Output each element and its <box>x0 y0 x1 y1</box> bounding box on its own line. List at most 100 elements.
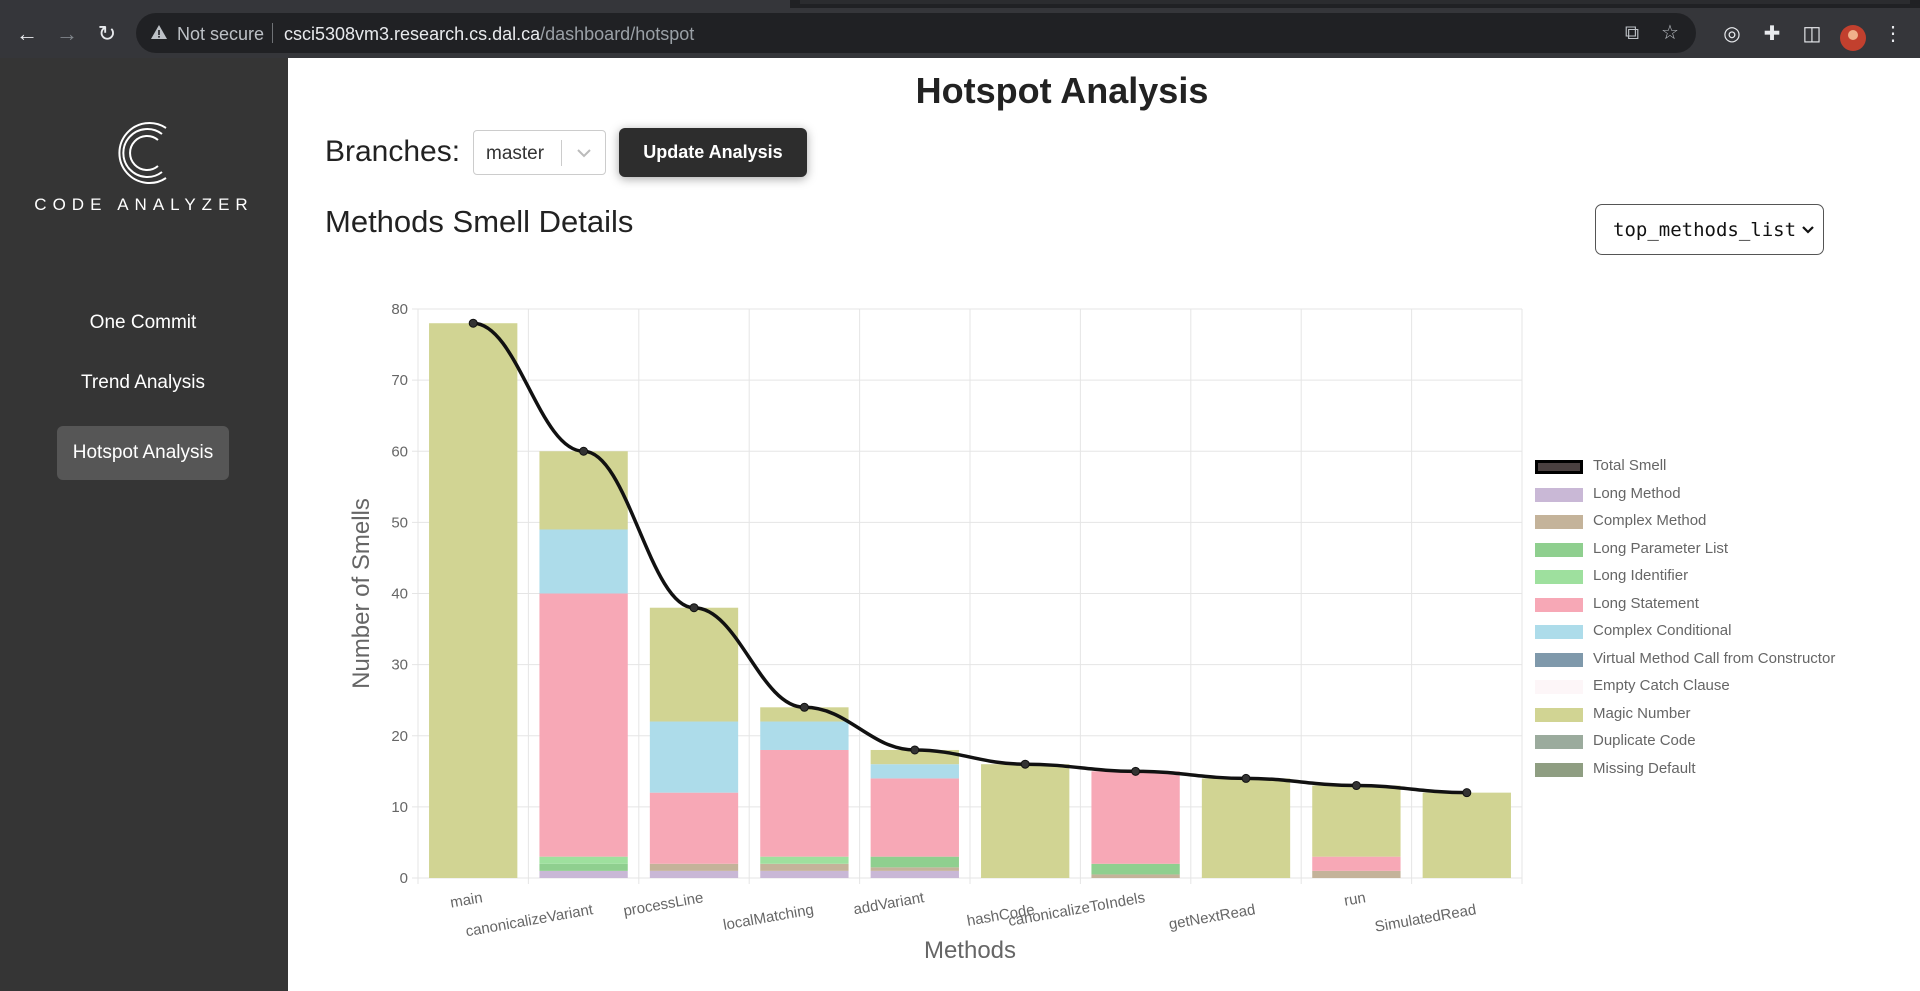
branch-select-value: master <box>486 143 545 164</box>
legend-item[interactable]: Long Statement <box>1535 593 1865 615</box>
methods-list-select[interactable]: top_methods_list <box>1595 204 1824 255</box>
bar-segment <box>760 749 849 857</box>
bar-segment <box>1422 792 1511 878</box>
legend-item[interactable]: Long Parameter List <box>1535 538 1865 560</box>
legend-item[interactable]: Empty Catch Clause <box>1535 675 1865 697</box>
bar-segment <box>429 323 518 879</box>
y-tick-label: 70 <box>391 372 408 389</box>
legend-item[interactable]: Long Method <box>1535 483 1865 505</box>
total-smell-point <box>799 702 809 712</box>
legend-swatch <box>1535 570 1583 584</box>
bar-segment <box>870 870 959 878</box>
profile-avatar[interactable] <box>1840 25 1866 51</box>
bar-segment <box>760 856 849 864</box>
address-bar[interactable]: Not secure csci5308vm3.research.cs.dal.c… <box>136 13 1696 53</box>
bar-segment <box>1312 785 1401 857</box>
bar-segment <box>649 792 739 864</box>
legend-item[interactable]: Complex Conditional <box>1535 620 1865 642</box>
sidebar-item-hotspot-analysis[interactable]: Hotspot Analysis <box>57 426 229 480</box>
side-panel-icon[interactable]: ◫ <box>1802 23 1822 45</box>
url-host: csci5308vm3.research.cs.dal.ca <box>284 24 541 44</box>
y-tick-label: 40 <box>391 586 408 603</box>
bar-segment <box>1312 870 1401 878</box>
bookmark-star-icon[interactable]: ☆ <box>1661 22 1679 44</box>
legend-item[interactable]: Complex Method <box>1535 510 1865 532</box>
total-smell-point <box>689 603 699 613</box>
legend-item[interactable]: Duplicate Code <box>1535 730 1865 752</box>
bar-segment <box>760 863 849 871</box>
branches-label: Branches: <box>325 135 461 168</box>
extension-circle-icon[interactable]: ◎ <box>1723 23 1741 45</box>
bar-segment <box>649 863 739 871</box>
more-menu-icon[interactable]: ⋮ <box>1883 23 1903 45</box>
select-divider <box>561 140 562 166</box>
legend-swatch <box>1535 460 1583 474</box>
legend-label: Virtual Method Call from Constructor <box>1593 649 1836 667</box>
x-tick-label: addVariant <box>852 889 926 918</box>
legend-swatch <box>1535 652 1583 667</box>
bar-segment <box>870 856 959 868</box>
legend-item[interactable]: Total Smell <box>1535 455 1865 477</box>
browser-tab-strip <box>0 0 1920 8</box>
page-title: Hotspot Analysis <box>915 70 1209 111</box>
bar-segment <box>981 764 1070 878</box>
bar-segment <box>539 870 628 878</box>
x-axis-title: Methods <box>924 937 1016 964</box>
share-icon[interactable]: ⧉ <box>1624 22 1640 44</box>
active-tab[interactable] <box>0 0 790 8</box>
bar-segment <box>649 870 739 878</box>
bar-segment <box>539 529 628 594</box>
legend-item[interactable]: Virtual Method Call from Constructor <box>1535 648 1865 670</box>
legend-label: Total Smell <box>1593 457 1667 474</box>
sidebar-item-trend-analysis[interactable]: Trend Analysis <box>81 372 205 393</box>
legend-swatch <box>1535 515 1583 529</box>
bar-segment <box>1091 771 1180 864</box>
inactive-tab[interactable] <box>800 0 1910 4</box>
legend-swatch <box>1535 542 1583 557</box>
bar-segment <box>760 870 849 878</box>
x-tick-label: getNextRead <box>1168 901 1257 933</box>
legend-item[interactable]: Missing Default <box>1535 758 1865 780</box>
forward-arrow-icon[interactable]: → <box>56 21 78 46</box>
code-analyzer-logo-icon <box>118 122 167 184</box>
back-arrow-icon[interactable]: ← <box>16 21 38 46</box>
total-smell-point <box>579 446 589 456</box>
url-text[interactable]: csci5308vm3.research.cs.dal.ca/dashboard… <box>284 24 694 45</box>
browser-toolbar: ← → ↻ Not secure csci5308vm3.research.cs… <box>0 8 1920 58</box>
legend-label: Long Parameter List <box>1593 539 1729 557</box>
url-path: /dashboard/hotspot <box>540 24 695 44</box>
bar-segment <box>870 764 959 779</box>
sidebar-item-one-commit[interactable]: One Commit <box>89 312 197 333</box>
legend-label: Missing Default <box>1593 759 1696 777</box>
update-analysis-button[interactable]: Update Analysis <box>619 128 807 177</box>
y-tick-label: 10 <box>391 799 408 816</box>
puzzle-extensions-icon[interactable]: ✚ <box>1763 23 1781 45</box>
bar-segment <box>1091 874 1180 878</box>
branch-select[interactable]: master <box>473 130 606 175</box>
total-smell-point <box>1241 773 1251 783</box>
legend-item[interactable]: Long Identifier <box>1535 565 1865 587</box>
bar-segment <box>870 867 959 871</box>
legend-label: Complex Conditional <box>1593 622 1732 639</box>
y-tick-label: 0 <box>400 870 408 887</box>
legend-label: Magic Number <box>1593 704 1691 722</box>
security-label[interactable]: Not secure <box>177 24 265 44</box>
bar-segment <box>539 451 628 530</box>
x-tick-label: canonicalizeVariant <box>464 901 595 940</box>
legend-item[interactable]: Magic Number <box>1535 703 1865 725</box>
legend-swatch <box>1535 597 1583 612</box>
chevron-down-icon <box>1802 226 1814 234</box>
bar-segment <box>1312 856 1401 871</box>
bar-segment <box>760 721 849 750</box>
legend-label: Empty Catch Clause <box>1593 677 1730 694</box>
bar-segment <box>870 778 959 857</box>
bar-segment <box>1091 863 1180 875</box>
legend-label: Duplicate Code <box>1593 732 1696 749</box>
bar-segment <box>539 593 628 857</box>
total-smell-point <box>1020 759 1030 769</box>
legend-swatch <box>1535 680 1583 694</box>
brand-name: CODE ANALYZER <box>34 195 254 214</box>
reload-icon[interactable]: ↻ <box>97 21 117 46</box>
legend-swatch <box>1535 487 1583 502</box>
chevron-down-icon[interactable] <box>572 140 596 166</box>
